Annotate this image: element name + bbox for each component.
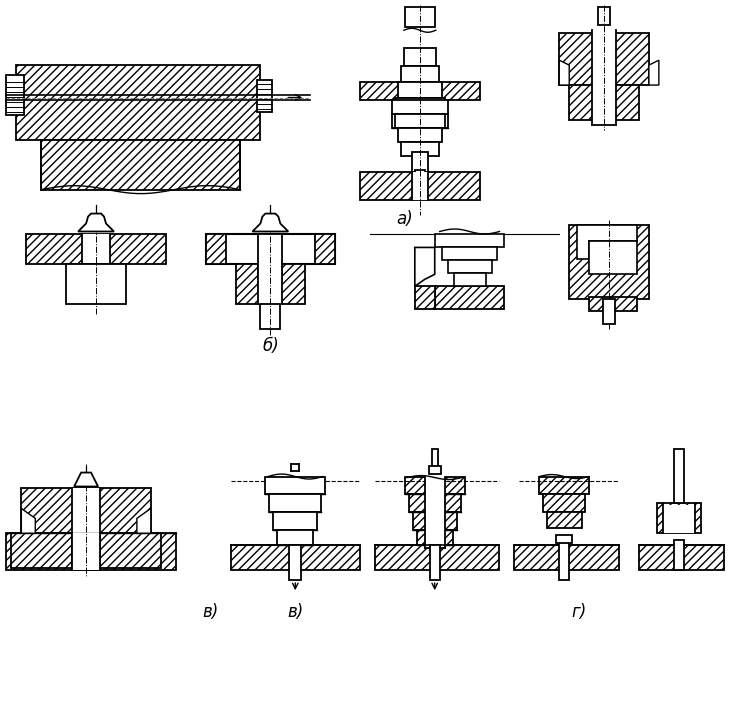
Bar [260, 304, 280, 329]
Polygon shape [649, 60, 659, 85]
Bar [515, 545, 619, 570]
Bar [206, 234, 226, 265]
Bar [375, 545, 499, 570]
Bar [412, 172, 428, 200]
Bar [417, 531, 453, 545]
Bar [425, 474, 445, 549]
Bar [401, 142, 439, 156]
Bar [559, 33, 649, 85]
Bar [543, 495, 585, 513]
Bar [405, 477, 465, 495]
Bar [398, 82, 442, 98]
Bar [639, 545, 723, 570]
Bar [432, 449, 438, 469]
Bar [415, 170, 425, 192]
Bar [570, 224, 649, 299]
Bar [395, 98, 445, 114]
Polygon shape [137, 508, 151, 533]
Bar [360, 172, 479, 200]
Bar [392, 114, 448, 128]
Text: б): б) [262, 337, 279, 355]
Bar [277, 531, 313, 545]
Bar [435, 286, 504, 309]
Bar [570, 85, 639, 120]
Bar [548, 513, 582, 528]
Bar [398, 128, 442, 142]
Polygon shape [559, 60, 570, 85]
Bar [429, 466, 441, 474]
Bar [674, 540, 684, 570]
Bar [82, 234, 110, 265]
Bar [430, 545, 440, 580]
Bar [413, 513, 457, 531]
Bar [273, 513, 317, 531]
Bar [290, 545, 301, 580]
Bar [556, 536, 572, 544]
Polygon shape [78, 214, 114, 232]
Bar [559, 540, 570, 580]
Bar [603, 299, 615, 324]
Bar [360, 82, 479, 100]
Bar [26, 234, 166, 265]
Bar [66, 265, 126, 304]
Polygon shape [415, 247, 435, 286]
Bar [206, 234, 335, 265]
Polygon shape [577, 224, 637, 260]
Bar [7, 75, 24, 115]
Bar [265, 477, 325, 495]
Bar [415, 286, 435, 309]
Bar [409, 495, 460, 513]
Bar [401, 66, 439, 82]
Bar [230, 545, 360, 570]
Bar [21, 488, 151, 533]
Text: в): в) [287, 603, 303, 621]
Bar [435, 234, 504, 247]
Bar [259, 265, 282, 304]
Text: в): в) [202, 603, 218, 621]
Bar [405, 7, 435, 27]
Bar [592, 30, 616, 125]
Bar [674, 449, 684, 503]
Bar [539, 477, 589, 495]
Polygon shape [21, 508, 35, 533]
Bar [589, 242, 637, 275]
Bar [12, 533, 161, 568]
Bar [72, 533, 100, 570]
Bar [392, 100, 448, 114]
Bar [663, 505, 695, 533]
Bar [448, 260, 492, 273]
Bar [404, 48, 435, 66]
Bar [257, 80, 273, 112]
Bar [41, 140, 240, 190]
Bar [72, 488, 100, 570]
Bar [235, 265, 305, 304]
Bar [412, 152, 428, 172]
Polygon shape [74, 472, 98, 487]
Bar [598, 7, 610, 25]
Polygon shape [252, 214, 288, 232]
Text: а): а) [397, 209, 413, 228]
Bar [269, 495, 321, 513]
Bar [16, 65, 260, 140]
Bar [454, 273, 485, 286]
Text: г): г) [572, 603, 587, 621]
Bar [7, 533, 176, 570]
Bar [259, 234, 282, 279]
Bar [589, 297, 637, 311]
Bar [395, 114, 445, 128]
Bar [315, 234, 335, 265]
Bar [657, 503, 701, 533]
Bar [442, 247, 498, 260]
